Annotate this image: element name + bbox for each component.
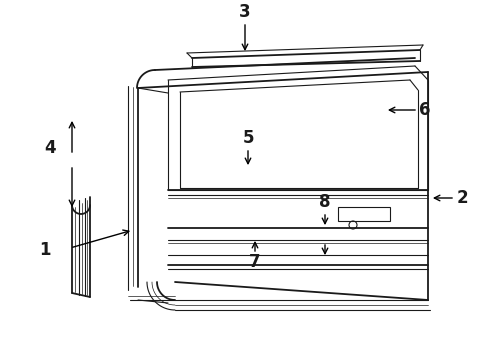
Text: 7: 7 — [249, 253, 261, 271]
Text: 2: 2 — [456, 189, 468, 207]
Text: 5: 5 — [242, 129, 254, 147]
Text: 1: 1 — [39, 241, 51, 259]
Text: 6: 6 — [419, 101, 431, 119]
Bar — [338, 207, 390, 221]
Text: 4: 4 — [44, 139, 56, 157]
Text: 3: 3 — [239, 3, 251, 21]
Text: 8: 8 — [319, 193, 331, 211]
